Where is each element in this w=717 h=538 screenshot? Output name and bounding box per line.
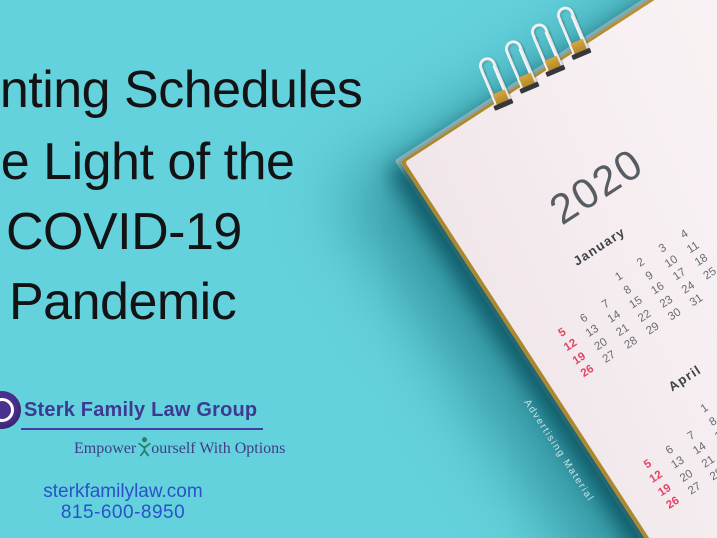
website-text: sterkfamilylaw.com: [43, 481, 203, 502]
title-line-1: Parenting Schedules: [0, 61, 363, 119]
desk-calendar: 2020 January 1 2 3 4 5 6 7 8 9 10 11 12 13 14 15 16 17 18…: [394, 0, 717, 538]
person-y-icon: [138, 437, 151, 457]
tagline-text-right: ourself With Options: [151, 440, 286, 457]
firm-name: Sterk Family Law Group: [24, 399, 258, 421]
tagline-text-left: Empower: [74, 440, 137, 457]
phone-text: 815-600-8950: [60, 502, 186, 523]
divider-line: [21, 428, 263, 430]
title-line-4: Pandemic: [9, 273, 237, 331]
title-line-2: in the Light of the: [0, 133, 295, 191]
tagline: Empower ourself With Options: [74, 436, 285, 458]
firm-logo-circle-icon: [0, 391, 21, 429]
title-line-3: COVID-19: [6, 203, 242, 261]
logo-ring-icon: [0, 398, 14, 422]
